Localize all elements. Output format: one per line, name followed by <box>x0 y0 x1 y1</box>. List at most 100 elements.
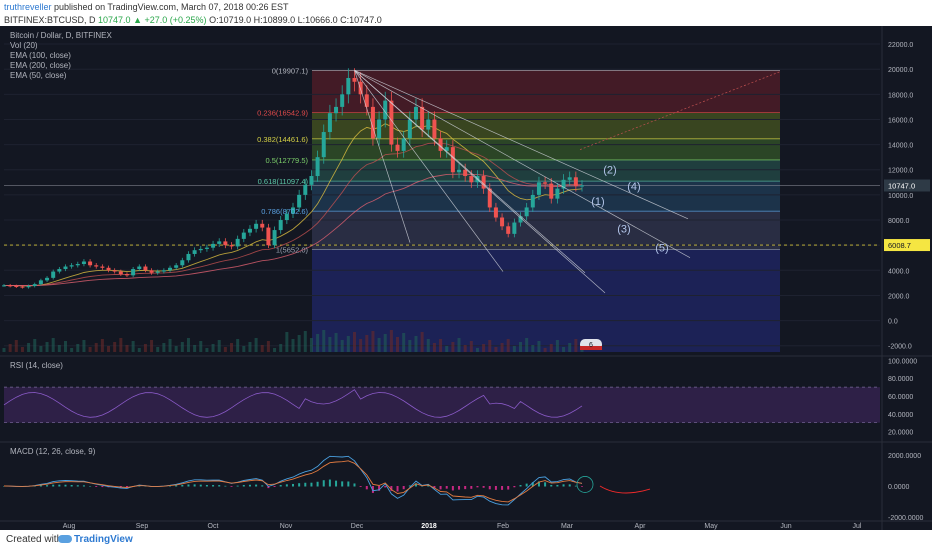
macd-histogram-bar <box>125 486 128 488</box>
candle-body <box>69 265 74 267</box>
time-axis[interactable]: Aug Sep Oct Nov Dec 2018 Feb Mar Apr May Jun Jul <box>0 520 932 530</box>
candle-body <box>395 144 400 151</box>
rsi-tick-label: 60.0000 <box>888 394 913 401</box>
candle-body <box>518 216 523 223</box>
macd-histogram-bar <box>328 479 331 487</box>
candle-body <box>266 227 271 246</box>
candle-body <box>334 106 339 114</box>
volume-bar <box>82 340 86 352</box>
macd-histogram-bar <box>285 484 288 487</box>
volume-bar <box>57 345 61 352</box>
volume-bar <box>205 348 209 352</box>
volume-bar <box>555 340 559 352</box>
candle-body <box>555 188 560 199</box>
candle-body <box>161 270 166 272</box>
macd-histogram-bar <box>101 486 104 488</box>
volume-bar <box>70 348 74 352</box>
macd-label[interactable]: MACD (12, 26, close, 9) <box>10 447 96 456</box>
price-tick-label: 12000.0 <box>888 168 913 175</box>
macd-histogram-bar <box>537 481 540 487</box>
rsi-pane[interactable]: 100.0000 80.0000 60.0000 40.0000 20.0000 <box>0 355 932 437</box>
candle-body <box>186 253 191 261</box>
candle-body <box>370 106 375 139</box>
candle-body <box>63 266 68 270</box>
symbol-line: BITFINEX:BTCUSD, D 10747.0 ▲ +27.0 (+0.2… <box>4 15 382 25</box>
macd-histogram-bar <box>568 484 571 487</box>
tradingview-logo-icon <box>58 535 72 543</box>
volume-bar <box>352 332 356 352</box>
macd-histogram-bar <box>347 481 350 487</box>
rsi-tick-label: 80.0000 <box>888 376 913 383</box>
volume-bar <box>63 341 67 352</box>
volume-bars <box>2 330 584 352</box>
volume-bar <box>389 330 393 352</box>
macd-histogram-bar <box>562 484 565 487</box>
macd-histogram-bar <box>298 483 301 487</box>
macd-tick-label: -2000.0000 <box>888 515 924 522</box>
volume-bar <box>543 348 547 352</box>
volume-bar <box>432 343 436 352</box>
chart-area[interactable]: 0(19907.1) 0.236(16542.9) 0.382(14461.6) 0.… <box>0 26 932 530</box>
tradingview-brand[interactable]: TradingView <box>74 534 133 545</box>
macd-histogram-bar <box>242 485 245 487</box>
macd-histogram-bar <box>464 486 467 490</box>
macd-histogram-bar <box>70 485 73 487</box>
macd-histogram-bar <box>199 484 202 487</box>
volume-bar <box>119 338 123 352</box>
candle-body <box>75 264 80 266</box>
volume-bar <box>549 344 553 352</box>
candle-body <box>168 267 173 271</box>
last-price-tag <box>884 179 930 192</box>
candle-body <box>106 267 111 271</box>
macd-pane[interactable]: 2000.0000 0.0000 -2000.0000 <box>0 441 932 522</box>
volume-bar <box>519 342 523 352</box>
volume-bar <box>8 344 12 352</box>
macd-histogram-bar <box>371 486 374 493</box>
volume-bar <box>494 347 498 352</box>
legend-ema-100[interactable]: EMA (100, close) <box>10 51 71 60</box>
macd-histogram-bar <box>95 486 98 487</box>
macd-histogram-bar <box>458 486 461 490</box>
macd-histogram-bar <box>384 486 387 488</box>
candle-body <box>32 284 37 287</box>
chart-svg[interactable]: 0(19907.1) 0.236(16542.9) 0.382(14461.6) 0.… <box>0 26 932 530</box>
macd-histogram-bar <box>414 483 417 487</box>
candle-body <box>561 179 566 189</box>
price-tick-label: 18000.0 <box>888 92 913 99</box>
rsi-label[interactable]: RSI (14, close) <box>10 361 63 370</box>
price-tick-label: 0.0 <box>888 319 898 326</box>
volume-bar <box>500 343 504 352</box>
legend-ema-200[interactable]: EMA (200, close) <box>10 61 71 70</box>
volume-bar <box>414 336 418 352</box>
publish-header: truthreveller published on TradingView.c… <box>0 0 932 30</box>
volume-bar <box>291 339 295 352</box>
macd-histogram-bar <box>531 482 534 487</box>
candle-body <box>358 81 363 95</box>
volume-bar <box>113 342 117 352</box>
candle-body <box>364 94 369 107</box>
volume-bar <box>457 338 461 352</box>
macd-histogram-bar <box>365 486 368 490</box>
candle-body <box>254 223 259 229</box>
macd-histogram-bar <box>46 485 49 487</box>
candle-body <box>38 280 43 285</box>
candle-body <box>8 285 13 287</box>
macd-histogram-bar <box>501 486 504 490</box>
volume-bar <box>254 338 258 352</box>
author-link[interactable]: truthreveller <box>4 2 52 12</box>
time-tick-label: Dec <box>351 523 364 530</box>
price-axis[interactable]: -2000.00.02000.04000.06000.08000.010000.… <box>881 26 930 530</box>
candle-body <box>426 119 431 130</box>
legend-ema-50[interactable]: EMA (50, close) <box>10 71 67 80</box>
volume-bar <box>420 332 424 352</box>
legend-volume[interactable]: Vol (20) <box>10 41 38 50</box>
macd-signal-line <box>3 460 583 503</box>
volume-bar <box>426 339 430 352</box>
candle-body <box>389 100 394 145</box>
event-badge[interactable]: 6 <box>580 339 602 350</box>
price-tick-label: 10000.0 <box>888 193 913 200</box>
candle-body <box>149 270 154 273</box>
macd-histogram-bar <box>212 485 215 487</box>
candle-body <box>180 260 185 266</box>
candle-body <box>26 286 31 288</box>
